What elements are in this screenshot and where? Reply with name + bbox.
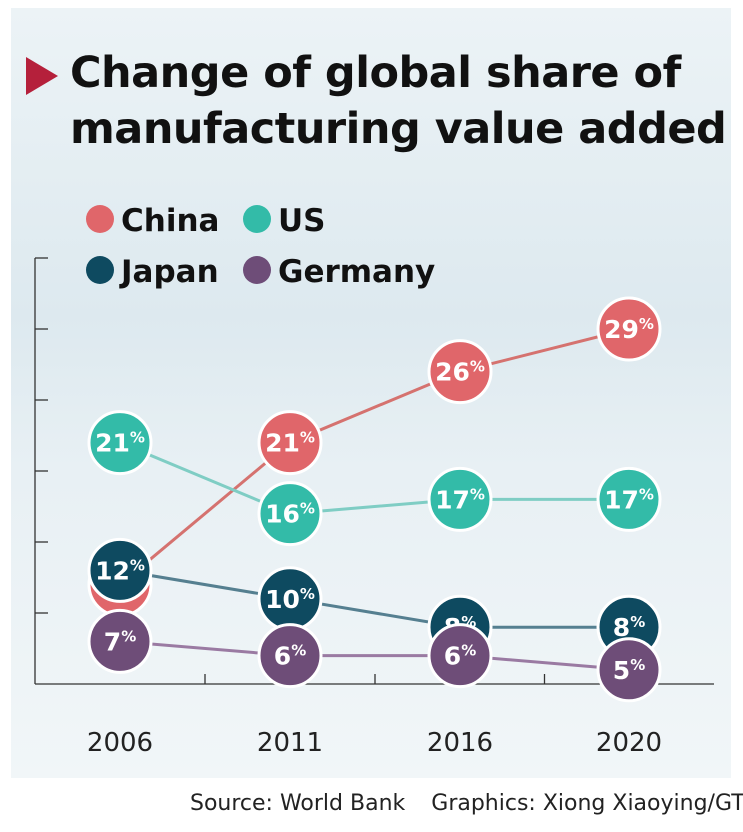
data-point-us <box>257 481 323 547</box>
data-point-germany <box>427 623 493 689</box>
legend-label-germany: Germany <box>278 254 435 290</box>
x-tick-label: 2016 <box>427 728 493 758</box>
data-point-germany <box>87 608 153 674</box>
data-point-us <box>427 466 493 532</box>
data-label-japan: 10% <box>265 585 315 614</box>
data-point-china <box>427 339 493 405</box>
data-point-us <box>87 410 153 476</box>
legend-marker-japan <box>86 256 114 284</box>
data-label-japan: 8% <box>613 613 645 642</box>
data-label-germany: 7% <box>104 627 136 656</box>
data-point-china <box>257 410 323 476</box>
data-label-germany: 6% <box>444 642 476 671</box>
series-line-germany <box>119 639 630 672</box>
title-arrow-icon <box>26 57 58 95</box>
data-label-us: 16% <box>265 500 315 529</box>
data-point-china <box>596 296 662 362</box>
credit-text: Graphics: Xiong Xiaoying/GT <box>431 791 743 816</box>
source-text: Source: World Bank <box>190 791 406 816</box>
legend-marker-china <box>86 205 114 233</box>
legend-label-us: US <box>278 203 326 239</box>
data-label-germany: 6% <box>274 642 306 671</box>
legend-marker-germany <box>243 256 271 284</box>
legend-label-china: China <box>121 203 219 239</box>
chart-title-line-1: Change of global share of <box>70 48 681 98</box>
data-label-germany: 5% <box>613 656 645 685</box>
data-point-germany <box>596 637 662 703</box>
chart-title-line-2: manufacturing value added <box>70 104 727 154</box>
legend-marker-us <box>243 205 271 233</box>
series-line-china <box>119 327 630 586</box>
data-label-us: 17% <box>604 485 654 514</box>
data-label-us: 21% <box>95 429 145 458</box>
x-tick-label: 2006 <box>87 728 153 758</box>
data-label-china: 21% <box>265 429 315 458</box>
data-label-china: 26% <box>435 358 485 387</box>
data-point-us <box>596 466 662 532</box>
series-line-us <box>119 441 629 516</box>
data-point-japan <box>87 537 153 603</box>
x-tick-label: 2011 <box>257 728 323 758</box>
data-label-japan: 12% <box>95 556 145 585</box>
footer: Source: World Bank Graphics: Xiong Xiaoyi… <box>190 791 743 816</box>
series-line-japan <box>119 568 629 629</box>
data-label-china: 29% <box>604 315 654 344</box>
x-tick-label: 2020 <box>596 728 662 758</box>
data-point-germany <box>257 623 323 689</box>
data-label-us: 17% <box>435 485 485 514</box>
legend-label-japan: Japan <box>119 254 219 290</box>
